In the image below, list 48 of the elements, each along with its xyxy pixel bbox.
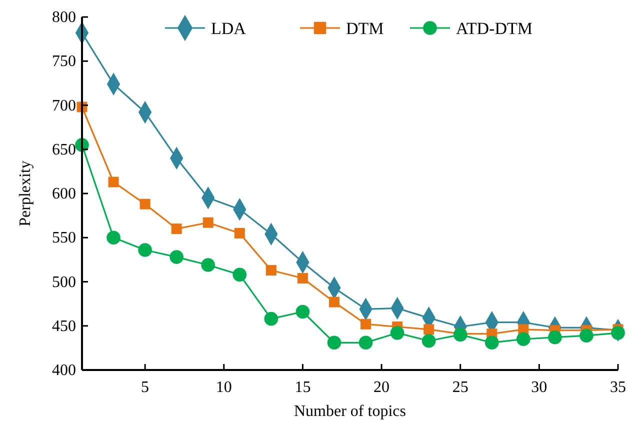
point (453, 328, 468, 342)
x-tick-label: 20 (374, 379, 390, 396)
y-tick-label: 650 (52, 141, 76, 158)
y-tick-label: 400 (52, 362, 76, 379)
point (106, 230, 120, 245)
y-tick-label: 700 (52, 97, 76, 114)
point (297, 272, 308, 284)
legend-label: LDA (211, 19, 247, 38)
point (484, 336, 499, 350)
point (266, 265, 276, 276)
point (327, 336, 342, 350)
point (580, 328, 594, 342)
y-tick-label: 500 (52, 274, 76, 291)
point (424, 324, 434, 335)
x-tick-label: 15 (294, 379, 311, 396)
point (232, 268, 247, 282)
y-axis-title: Perplexity (17, 160, 34, 226)
point (140, 198, 150, 210)
y-tick-label: 800 (52, 9, 76, 26)
point (358, 336, 373, 350)
point (422, 334, 436, 348)
point (234, 228, 245, 238)
point (296, 304, 310, 319)
legend-label: ATD-DTM (456, 19, 532, 38)
point (171, 224, 182, 234)
y-tick-label: 450 (52, 318, 76, 335)
point (516, 332, 530, 346)
point (138, 243, 152, 257)
point (201, 258, 216, 272)
x-tick-label: 25 (452, 379, 468, 396)
point (202, 217, 214, 228)
x-tick-label: 30 (531, 379, 548, 396)
x-tick-label: 10 (216, 379, 232, 396)
point (328, 296, 340, 308)
point (170, 250, 184, 264)
point (390, 326, 404, 340)
y-tick-label: 550 (52, 230, 76, 247)
point (108, 176, 119, 188)
point (360, 318, 372, 330)
point (548, 330, 562, 344)
y-tick-label: 750 (52, 53, 76, 70)
legend-label: DTM (346, 19, 384, 38)
y-tick-label: 600 (52, 186, 76, 202)
x-axis-title: Number of topics (294, 403, 406, 420)
x-tick-label: 5 (141, 379, 150, 396)
point (264, 312, 278, 326)
point (611, 326, 625, 340)
x-tick-label: 35 (610, 379, 626, 396)
